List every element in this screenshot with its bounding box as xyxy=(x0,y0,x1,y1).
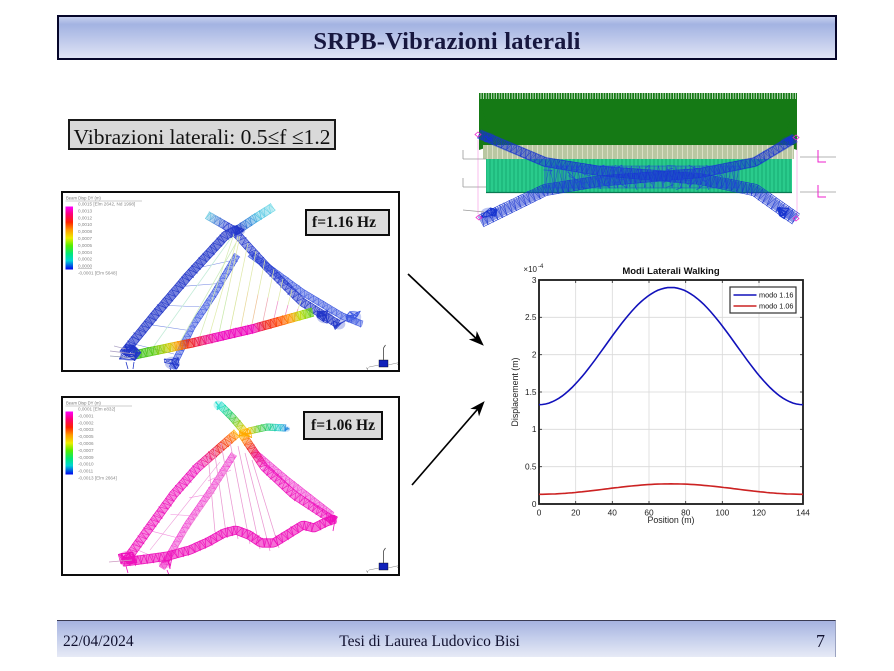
svg-text:Modi Laterali Walking: Modi Laterali Walking xyxy=(622,266,719,277)
svg-text:1.5: 1.5 xyxy=(525,387,537,397)
svg-text:144: 144 xyxy=(796,508,810,518)
svg-text:20: 20 xyxy=(571,508,581,518)
svg-text:2.5: 2.5 xyxy=(525,312,537,322)
svg-text:-0,0005: -0,0005 xyxy=(78,434,94,439)
svg-text:Position (m): Position (m) xyxy=(648,515,695,525)
svg-text:-0,0010: -0,0010 xyxy=(78,462,94,467)
svg-text:2: 2 xyxy=(532,350,537,360)
svg-text:-0,0007: -0,0007 xyxy=(78,448,94,453)
svg-text:X: X xyxy=(397,564,398,569)
svg-text:80: 80 xyxy=(681,508,691,518)
svg-text:0,0008: 0,0008 xyxy=(78,229,92,234)
svg-text:0,0012: 0,0012 xyxy=(78,215,92,220)
svg-text:-0,0009: -0,0009 xyxy=(78,455,94,460)
svg-text:-0,0001: -0,0001 xyxy=(78,413,94,418)
svg-text:1: 1 xyxy=(532,424,537,434)
svg-text:-0,0001 [Elm 5648]: -0,0001 [Elm 5648] xyxy=(78,271,117,276)
svg-text:0: 0 xyxy=(537,508,542,518)
svg-text:60: 60 xyxy=(644,508,654,518)
svg-text:0: 0 xyxy=(532,499,537,509)
svg-text:×10: ×10 xyxy=(523,265,537,274)
svg-text:0,0004: 0,0004 xyxy=(78,250,92,255)
svg-text:-0,0003: -0,0003 xyxy=(78,427,94,432)
svg-text:0,0005: 0,0005 xyxy=(78,243,92,248)
svg-text:0,0015 [Elm 2642, Nd 1998]: 0,0015 [Elm 2642, Nd 1998] xyxy=(78,202,135,207)
svg-text:-0,0013 [Elm 2664]: -0,0013 [Elm 2664] xyxy=(78,476,117,481)
svg-text:120: 120 xyxy=(752,508,766,518)
svg-text:0,0007: 0,0007 xyxy=(78,236,92,241)
svg-text:0,0002: 0,0002 xyxy=(78,257,92,262)
svg-text:0,0000: 0,0000 xyxy=(78,264,92,269)
svg-text:-4: -4 xyxy=(538,264,544,270)
svg-text:0.5: 0.5 xyxy=(525,462,537,472)
svg-text:-0,0011: -0,0011 xyxy=(78,469,94,474)
svg-text:-0,0002: -0,0002 xyxy=(78,420,94,425)
svg-text:-0,0006: -0,0006 xyxy=(78,441,94,446)
svg-text:Displacement (m): Displacement (m) xyxy=(510,357,520,426)
svg-text:0,0001 [Elm e832]: 0,0001 [Elm e832] xyxy=(78,407,115,412)
svg-text:Y: Y xyxy=(366,569,369,574)
svg-text:Beam Disp DY (m): Beam Disp DY (m) xyxy=(66,196,101,201)
svg-text:modo 1.06: modo 1.06 xyxy=(759,302,793,311)
svg-text:40: 40 xyxy=(608,508,618,518)
svg-text:0,0010: 0,0010 xyxy=(78,222,92,227)
svg-text:X: X xyxy=(397,361,398,366)
svg-text:modo 1.16: modo 1.16 xyxy=(759,291,793,300)
svg-text:Beam Disp DY (m): Beam Disp DY (m) xyxy=(66,401,101,406)
svg-text:100: 100 xyxy=(715,508,729,518)
svg-text:3: 3 xyxy=(532,275,537,285)
svg-text:Y: Y xyxy=(366,366,369,370)
svg-text:0,0013: 0,0013 xyxy=(78,208,92,213)
